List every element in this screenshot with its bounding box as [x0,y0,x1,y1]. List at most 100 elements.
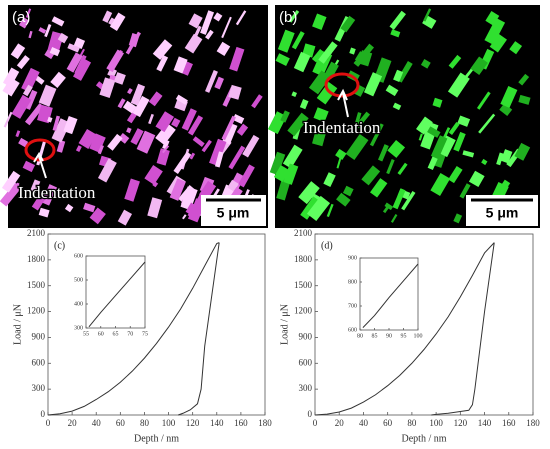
grain [392,102,402,111]
grain [205,70,218,93]
grain [184,33,203,54]
grain [287,112,309,137]
y-tick-label: 0 [308,409,313,419]
grain [113,72,126,85]
y-tick-label: 600 [348,327,357,333]
grain [56,140,66,153]
grain [470,56,488,76]
grain [312,128,327,147]
y-tick-label: 300 [32,383,46,393]
grain [22,84,33,97]
y-tick-label: 1500 [27,280,46,290]
x-tick-label: 40 [359,418,369,428]
x-tick-label: 0 [46,418,51,428]
arrow [33,152,47,179]
x-tick-label: 180 [526,418,540,428]
grain [209,138,227,166]
grain [430,135,448,160]
grain [2,67,20,88]
grain [173,56,188,74]
x-axis-label: Depth / nm [402,433,447,444]
grain [496,152,504,166]
grain [57,32,69,44]
grain [340,15,356,33]
x-tick-label: 120 [186,418,200,428]
grain [448,122,460,135]
grain [353,84,366,97]
grain [518,94,531,105]
grain [192,136,205,147]
grain [385,84,399,97]
x-tick-label: 65 [113,331,119,337]
grain [288,9,300,23]
grain [228,84,242,100]
grain [280,110,290,123]
grain [187,115,204,136]
grain [222,122,238,145]
y-tick-label: 1800 [294,254,313,264]
grain [326,203,334,218]
grain [221,115,236,141]
grain [205,29,214,40]
grain [152,39,173,60]
grain [316,81,338,105]
grain [117,98,126,109]
y-tick-label: 900 [32,331,46,341]
grain [16,55,30,70]
grain [291,31,305,50]
grain [200,10,215,35]
y-tick-label: 1800 [27,254,46,264]
grain [63,115,78,135]
grain [312,13,327,31]
grain [130,83,146,106]
grain [148,91,163,107]
grain [363,72,383,97]
grain [216,41,231,56]
grain [22,160,36,173]
grain [117,209,133,226]
grain [269,151,286,176]
x-tick-label: 55 [83,331,89,337]
grain [323,172,336,187]
grain [390,214,398,223]
x-tick-label: 80 [357,333,363,339]
grain [283,163,299,185]
grain [300,196,321,220]
scale-label: 5 μm [217,205,250,221]
y-tick-label: 2100 [27,228,46,238]
panel-label: (d) [321,240,333,251]
curve [314,242,495,416]
y-tick-label: 0 [41,409,46,419]
grain [459,183,471,199]
grain [361,165,381,186]
grain [152,181,159,188]
grain [419,120,428,131]
curve [88,261,146,328]
curve [178,242,220,416]
grain [384,202,394,211]
panel-label: (a) [12,9,30,26]
grain [169,178,186,201]
y-axis-label: Load / μN [12,304,23,345]
inset: 80 85 90 95 100 600 700 800 900 [348,255,423,339]
grain [349,47,356,55]
grain [181,108,197,131]
indent-marker [324,72,360,98]
x-tick-label: 70 [127,331,133,337]
grain [306,195,331,221]
chart: 0 20 40 60 80 100 120 140 160 1800300600900120015… [279,228,540,444]
grain [201,139,212,153]
x-tick-label: 100 [429,418,443,428]
grain [162,139,170,150]
y-tick-label: 400 [74,301,83,307]
grain [214,151,224,168]
plot-frame [359,257,419,331]
grain [418,133,423,141]
grain [509,41,523,55]
grain [185,202,202,218]
grain [235,10,247,26]
grain [238,164,255,188]
grain [75,145,82,153]
grain [182,214,187,220]
grain [136,130,156,154]
